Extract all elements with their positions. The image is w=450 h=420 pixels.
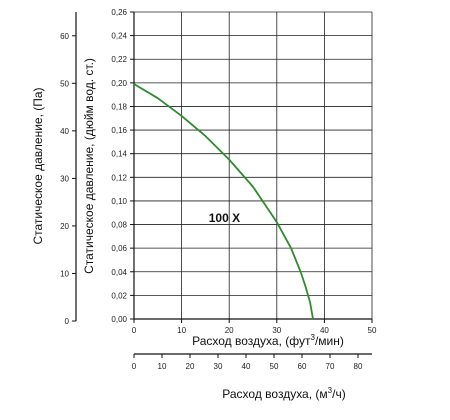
x-secondary-tick-label: 40: [242, 362, 251, 371]
x-secondary-tick-label: 20: [186, 362, 195, 371]
x-secondary-axis-title: Расход воздуха, (м3/ч): [222, 386, 345, 401]
x-secondary-tick-label: 10: [158, 362, 167, 371]
y-inner-tick-label: 0,22: [111, 55, 127, 64]
y-inner-tick-label: 0,26: [111, 8, 127, 17]
x-secondary-tick-label: 0: [132, 362, 137, 371]
y-inner-tick-label: 0,18: [111, 102, 127, 111]
x-secondary-tick-label: 30: [214, 362, 223, 371]
y-inner-tick-label: 0,14: [111, 150, 127, 159]
y-inner-axis-title: Статическое давление, (дюйм вод. ст.): [82, 58, 96, 274]
y-outer-tick-label: 30: [60, 174, 69, 183]
y-inner-tick-label: 0,20: [111, 79, 127, 88]
y-outer-tick-label: 20: [60, 222, 69, 231]
y-inner-tick-label: 0,06: [111, 244, 127, 253]
y-inner-tick-label: 0,12: [111, 173, 127, 182]
x-primary-tick-label: 50: [368, 326, 377, 335]
x-secondary-tick-label: 70: [326, 362, 335, 371]
y-inner-tick-label: 0,00: [111, 315, 127, 324]
y-inner-tick-label: 0,04: [111, 268, 127, 277]
x-primary-tick-label: 10: [177, 326, 186, 335]
y-outer-tick-label: 50: [60, 79, 69, 88]
x-primary-axis-title: Расход воздуха, (фут3/мин): [192, 333, 344, 348]
series-line-100x: [133, 83, 314, 320]
x-primary-tick-label: 20: [225, 326, 234, 335]
x-primary-tick-label: 30: [272, 326, 281, 335]
x-primary-tick-label: 0: [132, 326, 137, 335]
y-outer-tick-label: 10: [60, 269, 69, 278]
x-primary-tick-label: 40: [320, 326, 329, 335]
y-outer-tick-label: 40: [60, 127, 69, 136]
x-secondary-tick-label: 50: [270, 362, 279, 371]
y-inner-tick-label: 0,16: [111, 126, 127, 135]
y-inner-tick-label: 0,24: [111, 32, 127, 41]
y-outer-tick-label: 0: [65, 317, 70, 326]
x-secondary-tick-label: 60: [298, 362, 307, 371]
y-outer-axis-title: Статическое давление, (Па): [31, 87, 45, 244]
series-label-100x: 100 X: [209, 211, 240, 225]
x-secondary-tick-label: 80: [354, 362, 363, 371]
y-inner-tick-label: 0,10: [111, 197, 127, 206]
y-inner-tick-label: 0,02: [111, 291, 127, 300]
y-outer-tick-label: 60: [60, 32, 69, 41]
y-inner-tick-label: 0,08: [111, 221, 127, 230]
